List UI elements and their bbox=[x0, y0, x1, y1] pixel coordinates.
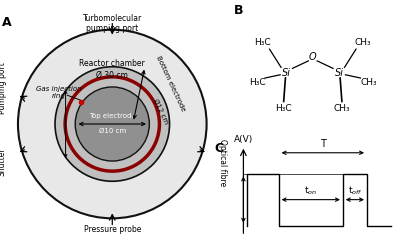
Text: Ø 30 cm: Ø 30 cm bbox=[96, 71, 128, 80]
Text: CH₃: CH₃ bbox=[334, 104, 350, 114]
Text: CH₃: CH₃ bbox=[360, 78, 377, 87]
Text: Bottom electrode: Bottom electrode bbox=[155, 55, 186, 112]
Circle shape bbox=[75, 87, 149, 161]
Text: Shutter: Shutter bbox=[0, 148, 7, 177]
Text: C: C bbox=[215, 142, 224, 155]
Text: Top electrode: Top electrode bbox=[89, 113, 136, 119]
Circle shape bbox=[55, 67, 170, 181]
Text: T: T bbox=[320, 139, 326, 149]
Text: O: O bbox=[309, 52, 317, 62]
Text: Si: Si bbox=[282, 68, 291, 78]
Text: Optical fibre: Optical fibre bbox=[218, 139, 227, 186]
Text: Turbomolecular
pumping port: Turbomolecular pumping port bbox=[83, 14, 142, 33]
Text: Gas injection
ring: Gas injection ring bbox=[36, 86, 81, 99]
Text: Ø12 cm: Ø12 cm bbox=[152, 98, 169, 125]
Text: H₃C: H₃C bbox=[254, 38, 271, 47]
Text: A: A bbox=[2, 16, 12, 29]
Text: Reactor chamber: Reactor chamber bbox=[79, 59, 145, 68]
Text: H₃C: H₃C bbox=[275, 104, 292, 114]
Text: t$_{on}$: t$_{on}$ bbox=[304, 185, 317, 197]
Text: Si: Si bbox=[335, 68, 344, 78]
Circle shape bbox=[18, 30, 207, 218]
Text: Ø10 cm: Ø10 cm bbox=[99, 128, 126, 134]
Text: CH₃: CH₃ bbox=[355, 38, 371, 47]
Text: Pumping port: Pumping port bbox=[0, 62, 7, 114]
Text: H₃C: H₃C bbox=[249, 78, 265, 87]
Text: Pressure probe: Pressure probe bbox=[83, 225, 141, 234]
Text: t$_{off}$: t$_{off}$ bbox=[348, 185, 362, 197]
Text: A(V): A(V) bbox=[234, 135, 253, 144]
Text: B: B bbox=[233, 4, 243, 17]
